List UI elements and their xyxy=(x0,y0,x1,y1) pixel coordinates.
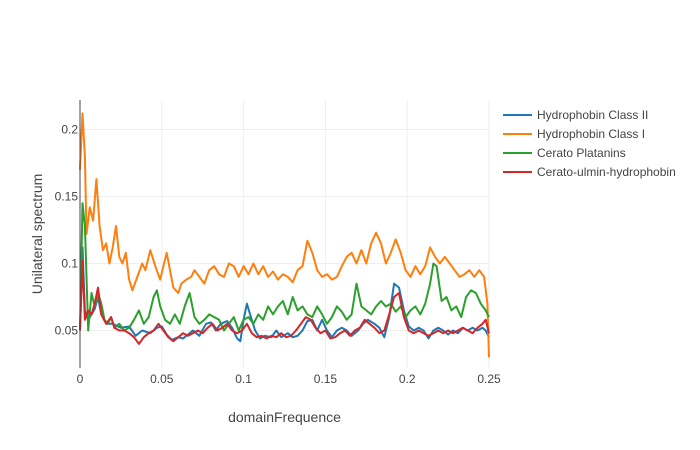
series-line-2[interactable] xyxy=(79,112,490,358)
legend-item[interactable]: Cerato Platanins xyxy=(503,146,626,160)
x-tick-label: 0.25 xyxy=(477,372,501,386)
x-tick-label: 0 xyxy=(77,372,84,386)
legend-item[interactable]: Cerato-ulmin-hydrophobin xyxy=(503,165,676,179)
y-tick-label: 0.15 xyxy=(55,189,79,203)
legend-item[interactable]: Hydrophobin Class II xyxy=(503,108,648,122)
series-line-4[interactable] xyxy=(79,259,490,345)
legend-label: Cerato-ulmin-hydrophobin xyxy=(537,165,676,179)
legend-label: Hydrophobin Class II xyxy=(537,108,648,122)
legend[interactable]: Hydrophobin Class II Hydrophobin Class I C… xyxy=(503,108,676,179)
plot-area xyxy=(79,112,490,358)
y-axis-title: Unilateral spectrum xyxy=(29,174,45,295)
y-tick-label: 0.1 xyxy=(61,256,78,270)
y-axis-ticks: 0.05 0.1 0.15 0.2 xyxy=(55,122,79,337)
y-tick-label: 0.2 xyxy=(61,122,78,136)
x-tick-label: 0.1 xyxy=(235,372,252,386)
gridlines xyxy=(80,100,490,368)
x-tick-label: 0.15 xyxy=(314,372,338,386)
x-axis-title: domainFrequence xyxy=(228,409,341,425)
x-tick-label: 0.2 xyxy=(399,372,416,386)
legend-label: Cerato Platanins xyxy=(537,146,626,160)
x-tick-label: 0.05 xyxy=(150,372,174,386)
y-tick-label: 0.05 xyxy=(55,323,79,337)
x-axis-ticks: 0 0.05 0.1 0.15 0.2 0.25 xyxy=(77,372,501,386)
legend-label: Hydrophobin Class I xyxy=(537,127,645,141)
series-line-3[interactable] xyxy=(79,202,490,332)
legend-item[interactable]: Hydrophobin Class I xyxy=(503,127,645,141)
